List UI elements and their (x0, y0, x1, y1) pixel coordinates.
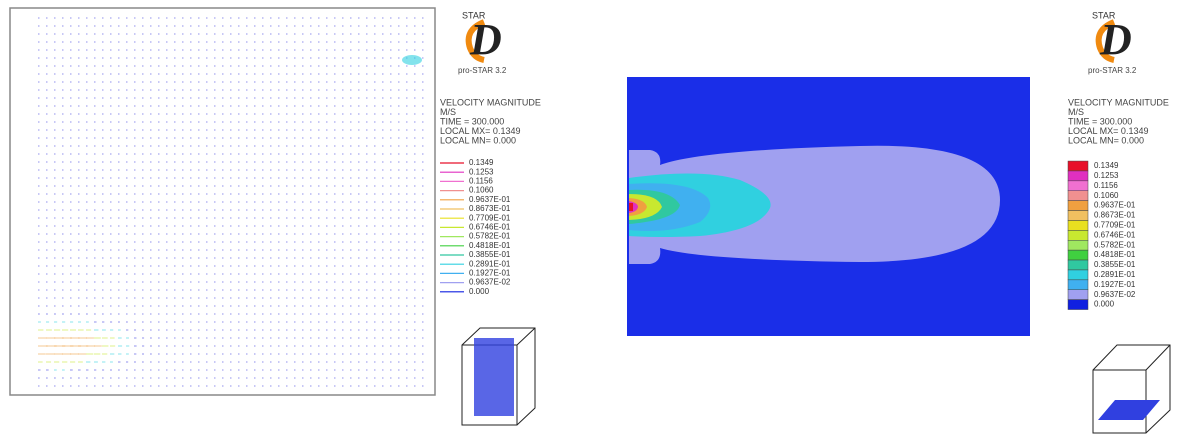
legend-swatch (1067, 269, 1089, 281)
info-line: LOCAL MN= 0.000 (1068, 135, 1144, 145)
legend-label: 0.1253 (469, 167, 494, 176)
logo-letter: D (1099, 15, 1132, 64)
legend-label: 0.9637E-02 (469, 278, 511, 287)
legend-label: 0.1156 (1094, 181, 1118, 190)
legend-swatch (1067, 210, 1089, 221)
legend-label: 0.6746E-01 (1094, 230, 1136, 239)
legend-label: 0.5782E-01 (469, 232, 511, 241)
vector-outlet (402, 55, 422, 65)
legend-swatch (1067, 180, 1089, 192)
legend-label: 0.1349 (1094, 161, 1119, 170)
legend-swatch (1067, 230, 1089, 241)
legend-label: 0.1060 (469, 186, 494, 195)
legend-label: 0.1927E-01 (1094, 280, 1136, 289)
info-line: LOCAL MN= 0.000 (440, 135, 516, 145)
legend-label: 0.8673E-01 (1094, 211, 1136, 220)
legend-label: 0.4818E-01 (1094, 250, 1136, 259)
logo-version: pro-STAR 3.2 (458, 66, 507, 75)
legend-swatch (1067, 160, 1089, 172)
legend-label: 0.2891E-01 (1094, 270, 1136, 279)
legend-swatch (1067, 190, 1089, 201)
logo-version: pro-STAR 3.2 (1088, 66, 1137, 75)
legend-label: 0.2891E-01 (469, 259, 511, 268)
legend-label: 0.7709E-01 (1094, 221, 1136, 230)
logo-swoosh (465, 19, 486, 63)
logo-swoosh (1095, 19, 1116, 63)
legend-label: 0.1349 (469, 158, 494, 167)
contour-region (629, 145, 1000, 264)
vector-field (38, 17, 424, 387)
info-line: TIME = 300.000 (1068, 116, 1132, 126)
legend-swatch (1067, 240, 1089, 251)
legend-label: 0.8673E-01 (469, 204, 511, 213)
legend-label: 0.3855E-01 (1094, 260, 1136, 269)
legend-label: 0.6746E-01 (469, 223, 511, 232)
info-line: VELOCITY MAGNITUDE (1068, 97, 1169, 107)
legend-swatch (1067, 259, 1089, 271)
logo-brand: STAR (462, 10, 486, 20)
logo-brand: STAR (1092, 10, 1116, 20)
info-line: VELOCITY MAGNITUDE (440, 97, 541, 107)
contour-region (629, 203, 633, 211)
legend-swatch (1067, 279, 1089, 291)
logo-letter: D (469, 15, 502, 64)
legend-label: 0.4818E-01 (469, 241, 511, 250)
legend-label: 0.3855E-01 (469, 250, 511, 259)
info-line: LOCAL MX= 0.1349 (1068, 126, 1148, 136)
legend-label: 0.9637E-01 (1094, 201, 1136, 210)
legend-label: 0.000 (469, 287, 490, 296)
legend-swatch (1067, 249, 1089, 261)
legend-label: 0.1927E-01 (469, 269, 511, 278)
legend-label: 0.9637E-01 (469, 195, 511, 204)
contour-plot (627, 77, 1030, 336)
legend-label: 0.9637E-02 (1094, 290, 1136, 299)
info-line: M/S (440, 107, 456, 117)
legend-swatch (1067, 299, 1089, 310)
info-line: M/S (1068, 107, 1084, 117)
legend-label: 0.7709E-01 (469, 213, 511, 222)
info-line: LOCAL MX= 0.1349 (440, 126, 520, 136)
legend-label: 0.5782E-01 (1094, 240, 1136, 249)
legend-swatch (1067, 200, 1089, 211)
legend-label: 0.000 (1094, 300, 1115, 309)
legend-label: 0.1156 (469, 177, 493, 186)
legend-swatch (1067, 220, 1089, 231)
orientation-icon (461, 327, 1171, 434)
info-line: TIME = 300.000 (440, 116, 504, 126)
legend-label: 0.1060 (1094, 191, 1119, 200)
legend-swatch (1067, 289, 1089, 300)
legend-swatch (1067, 170, 1089, 182)
legend-label: 0.1253 (1094, 171, 1119, 180)
vector-plot-frame (9, 7, 436, 396)
